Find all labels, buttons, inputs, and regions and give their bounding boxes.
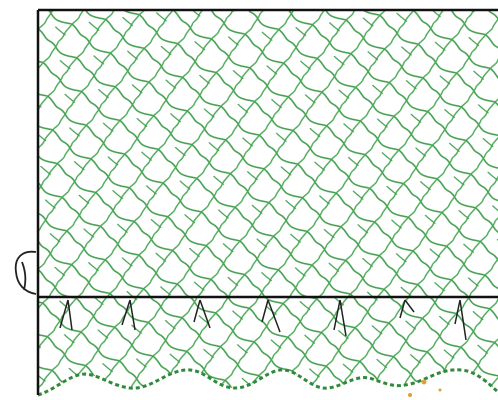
hangers (59, 299, 467, 341)
speckles (408, 379, 442, 397)
mesh-skirt (38, 297, 498, 395)
mesh-panel (38, 10, 498, 297)
scalloped-edge (37, 368, 498, 397)
frame (36, 8, 498, 395)
rolled-edge (14, 250, 37, 295)
skirt-fill (38, 297, 498, 395)
